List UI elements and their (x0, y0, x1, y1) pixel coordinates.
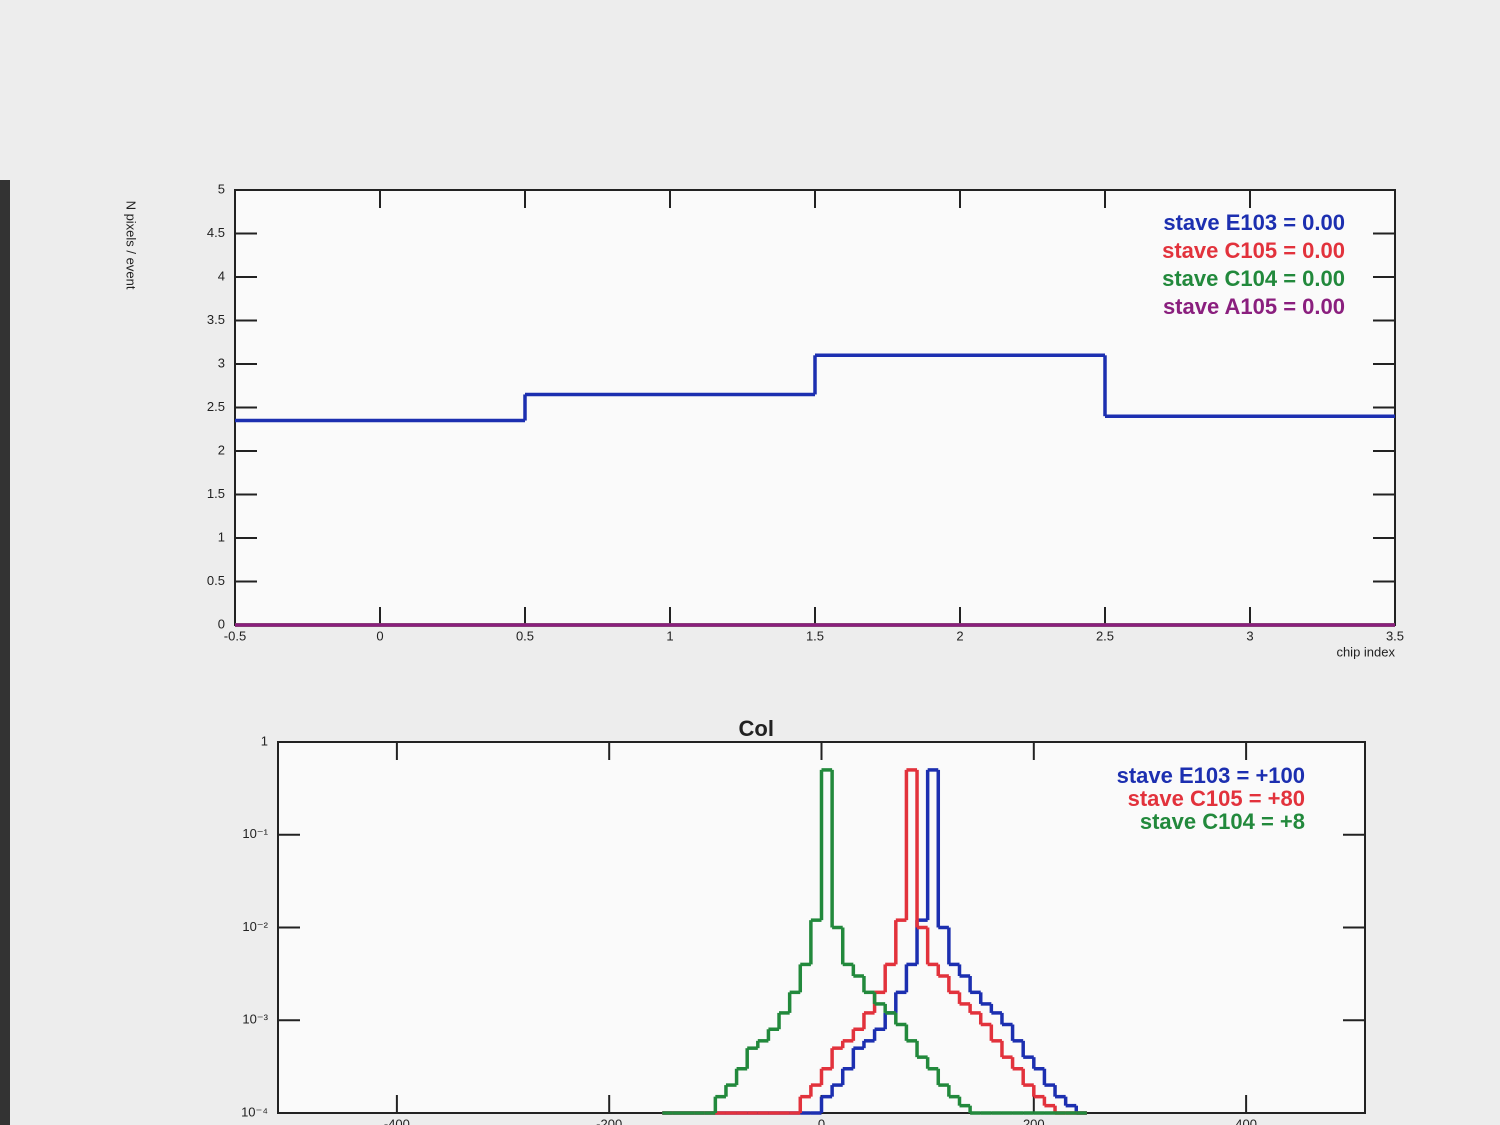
x-tick-label: -0.5 (224, 628, 246, 643)
x-axis-title: chip index (1336, 644, 1395, 659)
y-tick-label: 10⁻³ (242, 1012, 268, 1027)
legend-entry: stave A105 = 0.00 (1163, 294, 1345, 319)
legend-entry: stave E103 = 0.00 (1163, 210, 1345, 235)
y-tick-label: 0.5 (207, 573, 225, 588)
x-tick-label: 2.5 (1096, 628, 1114, 643)
legend-entry: stave C105 = 0.00 (1162, 238, 1345, 263)
y-tick-label: 10⁻² (242, 919, 268, 934)
legend-entry: stave C104 = 0.00 (1162, 266, 1345, 291)
y-tick-label: 5 (218, 181, 225, 196)
y-tick-label: 0 (218, 616, 225, 631)
chart-title: Col (739, 716, 774, 741)
plot-frame (234, 189, 1396, 626)
y-tick-label: 3 (218, 355, 225, 370)
y-tick-label: 3.5 (207, 312, 225, 327)
x-tick-label: 0 (376, 628, 383, 643)
legend-entry: stave E103 = +100 (1117, 763, 1305, 788)
y-tick-label: 4.5 (207, 225, 225, 240)
legend-entry: stave C104 = +8 (1140, 809, 1305, 834)
x-tick-label: -400 (384, 1116, 410, 1125)
y-tick-label: 2 (218, 442, 225, 457)
monitor-edge (0, 180, 10, 1125)
x-tick-label: 3.5 (1386, 628, 1404, 643)
x-tick-label: 1 (666, 628, 673, 643)
legend-entry: stave C105 = +80 (1128, 786, 1305, 811)
x-tick-label: 400 (1235, 1116, 1257, 1125)
x-tick-label: 0.5 (516, 628, 534, 643)
x-tick-label: 2 (956, 628, 963, 643)
y-tick-label: 4 (218, 268, 225, 283)
y-tick-label: 1 (218, 529, 225, 544)
y-axis-title: N pixels / event (124, 201, 139, 290)
x-tick-label: -200 (596, 1116, 622, 1125)
y-tick-label: 10⁻⁴ (241, 1104, 268, 1119)
y-tick-label: 1.5 (207, 486, 225, 501)
x-tick-label: 1.5 (806, 628, 824, 643)
y-tick-label: 10⁻¹ (242, 826, 268, 841)
x-tick-label: 200 (1023, 1116, 1045, 1125)
x-tick-label: 3 (1246, 628, 1253, 643)
y-tick-label: 1 (261, 733, 268, 748)
y-tick-label: 2.5 (207, 399, 225, 414)
x-tick-label: 0 (818, 1116, 825, 1125)
